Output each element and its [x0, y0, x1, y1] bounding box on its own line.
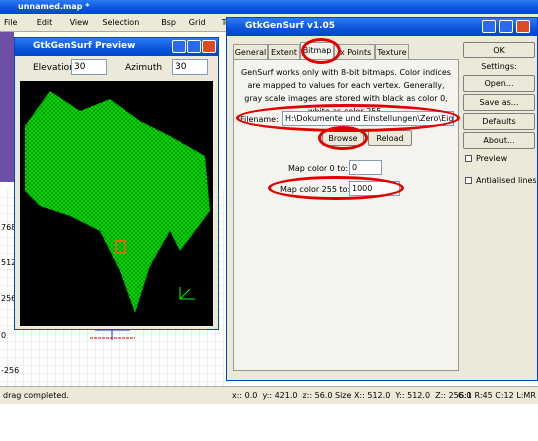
azimuth-label: Azimuth	[125, 63, 163, 73]
menu-item[interactable]: Edit	[36, 18, 53, 27]
open-button[interactable]: Open...	[463, 75, 535, 92]
y-ruler-label: -256	[1, 366, 20, 375]
gensurf-dialog: GtkGenSurf v1.05 General Extent Bitmap ix P…	[226, 17, 538, 381]
maximize-button[interactable]	[187, 40, 201, 53]
menu-item[interactable]: Grid	[188, 18, 206, 27]
settings-label: Settings:	[481, 62, 517, 71]
map0-input[interactable]: 0	[349, 160, 382, 175]
highlight	[268, 176, 404, 200]
close-button[interactable]	[202, 40, 216, 53]
map0-label: Map color 0 to:	[288, 164, 349, 173]
y-ruler-label: 512	[1, 258, 17, 267]
highlight	[301, 38, 341, 64]
dialog-title: GtkGenSurf v1.05	[227, 18, 537, 36]
preview-title: GtkGenSurf Preview	[15, 38, 218, 56]
status-size: Size X:: 512.0 Y:: 512.0 Z:: 256.0	[335, 391, 472, 400]
close-button[interactable]	[516, 20, 530, 33]
y-ruler-label: 0	[1, 331, 7, 340]
tab-panel: GenSurf works only with 8-bit bitmaps. C…	[233, 59, 460, 371]
menu-item[interactable]: View	[69, 18, 89, 27]
menu-item[interactable]: Selection	[102, 18, 140, 27]
menu-item[interactable]: Bsp	[161, 18, 176, 27]
y-ruler-label: 256	[1, 294, 17, 303]
tab[interactable]: General	[233, 44, 268, 59]
about-button[interactable]: About...	[463, 132, 535, 149]
maximize-button[interactable]	[499, 20, 513, 33]
menu-item[interactable]: File	[4, 18, 18, 27]
preview-window: GtkGenSurf Preview Elevation 30 Azimuth …	[14, 37, 219, 330]
minimize-button[interactable]	[482, 20, 496, 33]
tab[interactable]: ix Points	[334, 44, 375, 59]
antialias-checkbox[interactable]	[465, 177, 472, 184]
save-button[interactable]: Save as...	[463, 94, 535, 111]
status-grid: G:1 R:45 C:12 L:MR	[458, 391, 536, 400]
editor-strip	[0, 32, 14, 182]
minimize-button[interactable]	[172, 40, 186, 53]
ok-button[interactable]: OK	[463, 42, 535, 58]
tab[interactable]: Extent	[268, 44, 300, 59]
main-title-bar: unnamed.map *	[0, 0, 538, 14]
y-ruler-label: 768	[1, 223, 17, 232]
preview-checkbox[interactable]	[465, 155, 472, 162]
desktop: 768 512 256 0 -256 -128 unnamed.map * Fi…	[0, 0, 538, 404]
elevation-label: Elevation	[33, 63, 75, 73]
tab[interactable]: Texture	[375, 44, 409, 59]
azimuth-input[interactable]: 30	[172, 59, 208, 75]
status-bar: drag completed. x:: 0.0 y:: 421.0 z:: 56…	[0, 386, 538, 404]
defaults-button[interactable]: Defaults	[463, 113, 535, 130]
antialias-check-label: Antialised lines	[476, 176, 537, 185]
preview-check-label: Preview	[476, 154, 508, 163]
highlight	[318, 126, 368, 150]
status-coords: x:: 0.0 y:: 421.0 z:: 56.0	[232, 391, 333, 400]
reload-button[interactable]: Reload	[368, 130, 412, 146]
status-message: drag completed.	[3, 391, 69, 400]
preview-canvas	[20, 81, 213, 326]
elevation-input[interactable]: 30	[71, 59, 107, 75]
